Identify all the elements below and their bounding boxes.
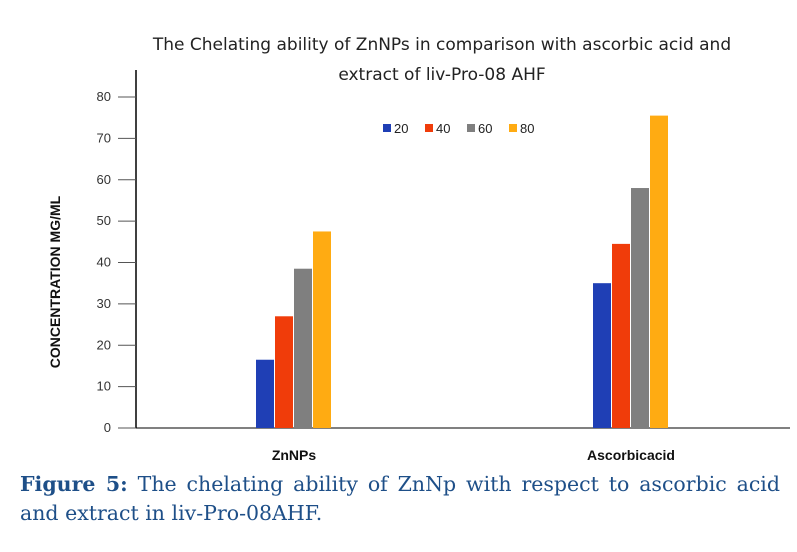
y-tick-label: 80 [97, 89, 111, 104]
bar-ZnNPs-20 [256, 359, 274, 428]
y-axis: 0 10 20 30 40 50 60 70 80 [97, 70, 790, 435]
legend-label: 80 [520, 121, 534, 136]
y-tick-label: 50 [97, 213, 111, 228]
legend: 20 40 60 80 [383, 121, 534, 136]
y-tick-label: 30 [97, 296, 111, 311]
chart-title-line-2: extract of liv-Pro-08 AHF [338, 65, 545, 85]
y-axis-label: CONCENTRATION MG/ML [47, 195, 63, 368]
legend-label: 20 [394, 121, 408, 136]
y-tick-label: 40 [97, 255, 111, 270]
bar-ZnNPs-40 [275, 316, 293, 428]
y-tick-label: 60 [97, 172, 111, 187]
legend-swatch [467, 124, 475, 132]
y-tick-label: 20 [97, 337, 111, 352]
y-tick-label: 70 [97, 130, 111, 145]
bar-ZnNPs-60 [294, 268, 312, 428]
bar-Ascorbicacid-40 [612, 243, 630, 428]
x-axis-labels: ZnNPs Ascorbicacid [272, 447, 675, 463]
chelating-bar-chart: The Chelating ability of ZnNPs in compar… [47, 35, 790, 463]
legend-label: 60 [478, 121, 492, 136]
legend-label: 40 [436, 121, 450, 136]
legend-swatch [509, 124, 517, 132]
bar-ZnNPs-80 [313, 231, 331, 428]
bar-series [256, 115, 668, 429]
x-category-label: ZnNPs [272, 447, 317, 463]
figure-label: Figure 5: [20, 472, 128, 496]
bar-Ascorbicacid-20 [593, 283, 611, 428]
y-tick-label: 0 [104, 420, 111, 435]
chart-title-line-1: The Chelating ability of ZnNPs in compar… [152, 35, 731, 55]
legend-swatch [383, 124, 391, 132]
x-category-label: Ascorbicacid [587, 447, 675, 463]
figure-caption: Figure 5: The chelating ability of ZnNp … [20, 470, 780, 528]
figure-caption-text: The chelating ability of ZnNp with respe… [20, 472, 780, 525]
legend-swatch [425, 124, 433, 132]
bar-Ascorbicacid-60 [631, 188, 649, 428]
bar-Ascorbicacid-80 [650, 115, 668, 429]
y-tick-label: 10 [97, 379, 111, 394]
